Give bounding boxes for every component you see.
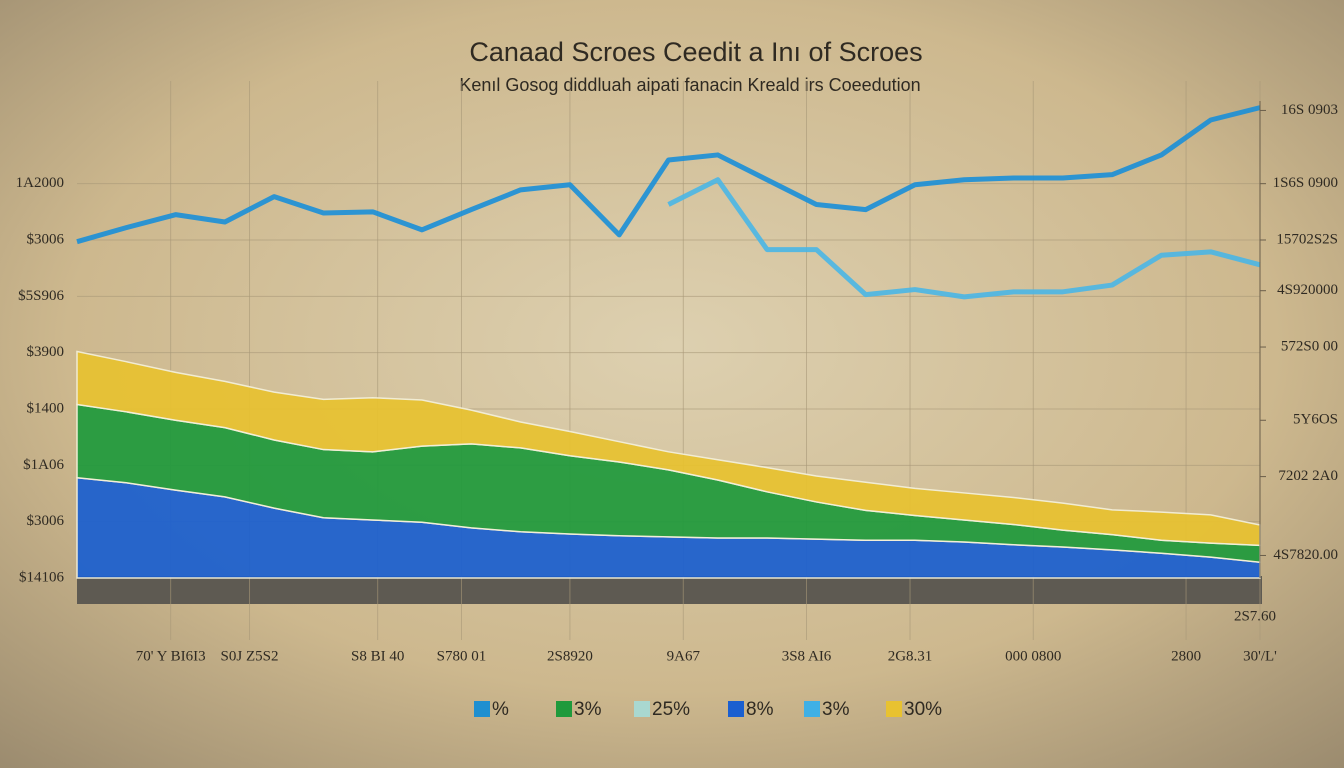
chart-title: Canaad Scroes Ceedit a Inı of Scroes [469, 37, 922, 67]
y-tick-label: $14106 [19, 569, 65, 585]
y-tick-label: $1A06 [23, 457, 64, 473]
y2-tick-label: 7202 2A0 [1278, 468, 1338, 484]
x-tick-label: S780 01 [437, 648, 487, 664]
plot [76, 105, 1261, 579]
y-tick-label: $5S906 [18, 288, 64, 304]
y2-tick-label: 4S920000 [1277, 282, 1338, 298]
legend-label: 3% [574, 699, 602, 720]
legend-label: 30% [904, 699, 942, 720]
legend-label: 3% [822, 699, 850, 720]
legend-label: 8% [746, 699, 774, 720]
x-tick-label: 30'/L' [1243, 648, 1277, 664]
y-tick-label: $1400 [27, 400, 65, 416]
y2-tick-label: 16S 0903 [1281, 102, 1338, 118]
legend-label: 25% [652, 699, 690, 720]
y-tick-label: 1A2000 [16, 175, 64, 191]
legend-swatch [728, 701, 744, 717]
line [76, 105, 1261, 245]
legend-swatch [474, 701, 490, 717]
x-tick-label: 9A67 [667, 648, 701, 664]
y2-tick-label: 4S7820.00 [1273, 547, 1338, 563]
legend-swatch [804, 701, 820, 717]
x-tick-label: 2800 [1171, 648, 1201, 664]
legend: % 3% 25% 8% 3% 30% [474, 699, 942, 720]
chart-subtitle: Kenıl Gosog diddluah aipati fanacin Krea… [459, 75, 920, 95]
legend-swatch [634, 701, 650, 717]
legend-label: % [492, 699, 509, 720]
y2-tick-label: 572S0 00 [1281, 338, 1338, 354]
y-tick-label: $3900 [27, 344, 65, 360]
y-tick-label: $3006 [27, 513, 65, 529]
y2-tick-label: 1S6S 0900 [1273, 175, 1338, 191]
x-tick-label: 000 0800 [1005, 648, 1061, 664]
annotation: 2S7.60 [1234, 608, 1276, 624]
y2-tick-label: 5Y6OS [1293, 412, 1338, 428]
axes: $14106 $3006 $1A06 $1400 $3900 $5S906 $3006 1A2… [16, 101, 1338, 664]
x-tick-label: S0J Z5S2 [221, 648, 279, 664]
x-tick-label: 2S8920 [547, 648, 593, 664]
line [667, 177, 1261, 300]
x-tick-label: 2G8.31 [888, 648, 933, 664]
x-tick-label: 70' Y BI6I3 [136, 648, 206, 664]
y-tick-label: $3006 [27, 231, 65, 247]
base-band [77, 576, 1262, 604]
x-tick-label: S8 BI 40 [351, 648, 404, 664]
legend-swatch [886, 701, 902, 717]
x-tick-label: 3S8 AI6 [782, 648, 832, 664]
y2-tick-label: 15702S2S [1276, 231, 1338, 247]
legend-swatch [556, 701, 572, 717]
